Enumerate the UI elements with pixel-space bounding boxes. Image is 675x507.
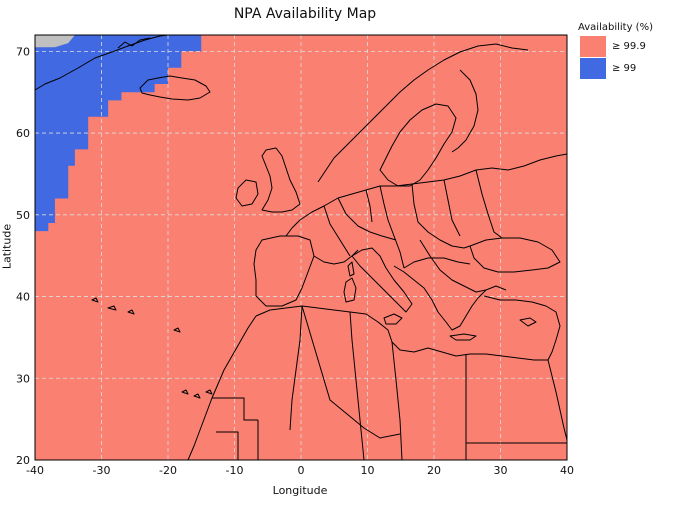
x-axis-label: Longitude (272, 484, 328, 497)
legend-swatch-low (580, 58, 606, 79)
x-tick-label: -20 (159, 464, 177, 477)
x-tick-label: 20 (427, 464, 441, 477)
x-tick-label: -30 (93, 464, 111, 477)
x-tick-label: -40 (26, 464, 44, 477)
x-tick-label: -10 (226, 464, 244, 477)
y-tick-label: 30 (16, 372, 30, 385)
x-tick-label: 40 (560, 464, 574, 477)
coastline-borders (34, 34, 568, 461)
y-tick-label: 50 (16, 209, 30, 222)
legend-label-high: ≥ 99.9 (612, 41, 646, 52)
y-axis-label: Latitude (0, 223, 14, 270)
y-tick-label: 20 (16, 454, 30, 467)
legend-item-high: ≥ 99.9 (578, 36, 673, 58)
x-tick-label: 30 (494, 464, 508, 477)
x-tick-label: 10 (361, 464, 375, 477)
y-tick-label: 70 (16, 45, 30, 58)
y-tick-label: 40 (16, 291, 30, 304)
region-low-availability (35, 35, 202, 232)
region-no-data (35, 35, 75, 48)
y-tick-label: 60 (16, 127, 30, 140)
legend-item-low: ≥ 99 (578, 58, 673, 80)
x-tick-label: 0 (298, 464, 305, 477)
legend-label-low: ≥ 99 (612, 63, 637, 74)
legend-swatch-high (580, 36, 606, 57)
legend-title: Availability (%) (578, 22, 653, 33)
chart-title: NPA Availability Map (233, 6, 377, 22)
plot-frame (34, 34, 568, 461)
